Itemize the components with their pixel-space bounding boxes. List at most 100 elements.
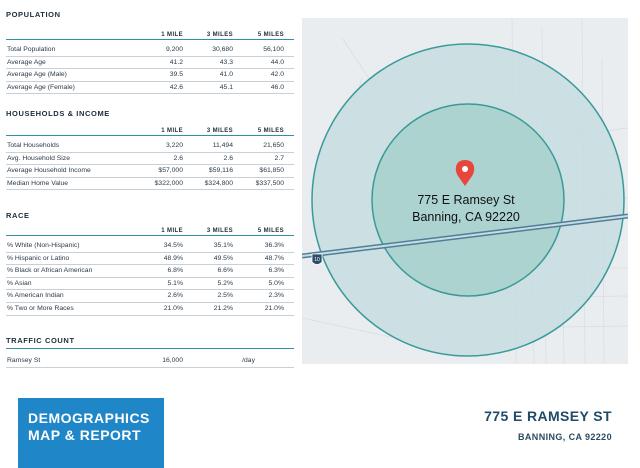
table-row: % White (Non-Hispanic) 34.5% 35.1% 36.3% [6, 240, 294, 253]
value-3-miles: 43.3 [219, 58, 233, 66]
section-title: RACE [6, 211, 30, 220]
value-3-miles: 11,494 [212, 142, 233, 149]
row-label: Average Age (Female) [7, 83, 75, 91]
map-address-line2: Banning, CA 92220 [412, 210, 520, 224]
value-3-miles: 2.6 [223, 154, 233, 162]
inner-radius-ring [371, 103, 565, 297]
column-header-row: 1 MILE 3 MILES 5 MILES [6, 30, 294, 40]
report-banner: DEMOGRAPHICS MAP & REPORT [18, 398, 164, 468]
value-1-mile: $57,000 [158, 167, 183, 175]
highway [302, 213, 628, 259]
banner-line1: DEMOGRAPHICS [28, 410, 150, 426]
col-1-mile: 1 MILE [161, 228, 183, 234]
value-3-miles: 30,680 [212, 46, 233, 53]
section-title: POPULATION [6, 10, 61, 19]
traffic-section: TRAFFIC COUNT Ramsey St 16,000 /day [6, 335, 294, 368]
value-3-miles: 21.2% [213, 304, 233, 312]
column-header-row: 1 MILE 3 MILES 5 MILES [6, 126, 294, 136]
highway-shield-icon: 10 [311, 253, 323, 265]
row-label: % Asian [7, 279, 32, 287]
table-row: % Asian 5.1% 5.2% 5.0% [6, 278, 294, 291]
value-3-miles: 45.1 [219, 83, 233, 91]
map-address-line1: 775 E Ramsey St [417, 193, 515, 207]
value-3-miles: 2.5% [217, 292, 234, 300]
table-row: % American Indian 2.6% 2.5% 2.3% [6, 290, 294, 303]
table-row: % Hispanic or Latino 48.9% 49.5% 48.7% [6, 253, 294, 266]
race-section: RACE 1 MILE 3 MILES 5 MILES % White (Non… [6, 210, 294, 316]
row-label: Avg. Household Size [7, 154, 70, 162]
section-title: TRAFFIC COUNT [6, 336, 75, 345]
row-label: % American Indian [7, 292, 64, 300]
value-1-mile: 9,200 [165, 46, 183, 53]
table-row: % Two or More Races 21.0% 21.2% 21.0% [6, 303, 294, 316]
row-label: % White (Non-Hispanic) [7, 242, 80, 249]
value-5-miles: 44.0 [270, 58, 284, 66]
address-line2: BANNING, CA 92220 [518, 432, 612, 442]
traffic-unit: /day [242, 357, 255, 364]
row-label: % Black or African American [7, 267, 93, 275]
value-5-miles: 48.7% [264, 254, 284, 262]
value-1-mile: 42.6 [169, 83, 183, 91]
value-1-mile: 48.9% [163, 254, 183, 262]
value-1-mile: 21.0% [163, 304, 183, 312]
value-5-miles: $61,850 [259, 167, 284, 175]
value-5-miles: 2.7 [274, 154, 284, 162]
table-row: Total Households 3,220 11,494 21,650 [6, 140, 294, 153]
row-label: Median Home Value [7, 179, 69, 187]
value-5-miles: 21,650 [263, 142, 284, 149]
address-line1: 775 E RAMSEY ST [484, 408, 612, 424]
radius-map[interactable]: 10 775 E Ramsey St Banning, CA 92220 [302, 18, 628, 364]
table-row: Average Age 41.2 43.3 44.0 [6, 57, 294, 70]
value-1-mile: 39.5 [169, 71, 183, 79]
table-row: Median Home Value $322,000 $324,800 $337,50… [6, 178, 294, 191]
col-5-miles: 5 MILES [257, 128, 284, 134]
value-3-miles: $324,800 [204, 179, 233, 187]
table-row: Total Population 9,200 30,680 56,100 [6, 44, 294, 57]
row-label: Average Household Income [7, 167, 91, 175]
traffic-count: 16,000 [162, 357, 183, 364]
value-3-miles: 35.1% [213, 242, 233, 249]
banner-line2: MAP & REPORT [28, 427, 142, 443]
property-address: 775 E RAMSEY ST BANNING, CA 92220 [484, 408, 612, 442]
column-header-row: 1 MILE 3 MILES 5 MILES [6, 226, 294, 236]
value-3-miles: $59,116 [208, 167, 233, 175]
row-label: Total Population [7, 46, 56, 53]
table-row: Average Household Income $57,000 $59,116 $6… [6, 165, 294, 178]
value-3-miles: 5.2% [217, 279, 234, 287]
traffic-street: Ramsey St [7, 357, 41, 364]
value-1-mile: 2.6 [173, 154, 183, 162]
col-5-miles: 5 MILES [257, 32, 284, 38]
value-1-mile: 41.2 [169, 58, 183, 66]
row-label: Average Age (Male) [7, 71, 67, 79]
highway-shield-number: 10 [314, 257, 320, 263]
population-section: POPULATION 1 MILE 3 MILES 5 MILES Total … [6, 9, 294, 95]
table-row: Avg. Household Size 2.6 2.6 2.7 [6, 153, 294, 166]
value-5-miles: 2.3% [268, 292, 285, 300]
col-3-miles: 3 MILES [206, 228, 233, 234]
demographics-tables: POPULATION 1 MILE 3 MILES 5 MILES Total … [0, 0, 300, 370]
value-3-miles: 49.5% [213, 254, 233, 262]
value-5-miles: 36.3% [264, 242, 284, 249]
value-1-mile: 5.1% [167, 279, 184, 287]
value-1-mile: 3,220 [165, 142, 183, 149]
location-pin-icon[interactable] [455, 160, 475, 186]
traffic-row: Ramsey St 16,000 /day [6, 355, 294, 368]
col-1-mile: 1 MILE [161, 128, 183, 134]
col-3-miles: 3 MILES [206, 32, 233, 38]
value-5-miles: $337,500 [255, 179, 284, 187]
value-5-miles: 46.0 [270, 83, 284, 91]
row-label: Average Age [7, 58, 46, 66]
value-3-miles: 41.0 [219, 71, 233, 79]
table-row: Average Age (Female) 42.6 45.1 46.0 [6, 82, 294, 95]
households-section: HOUSEHOLDS & INCOME 1 MILE 3 MILES 5 MIL… [6, 108, 294, 191]
value-1-mile: 2.6% [167, 292, 184, 300]
value-5-miles: 42.0 [270, 71, 284, 79]
row-label: % Hispanic or Latino [7, 254, 70, 262]
value-5-miles: 6.3% [268, 267, 285, 275]
col-3-miles: 3 MILES [206, 128, 233, 134]
value-3-miles: 6.6% [217, 267, 234, 275]
value-1-mile: 6.8% [167, 267, 184, 275]
section-title: HOUSEHOLDS & INCOME [6, 109, 110, 118]
col-5-miles: 5 MILES [257, 228, 284, 234]
value-5-miles: 21.0% [264, 304, 284, 312]
